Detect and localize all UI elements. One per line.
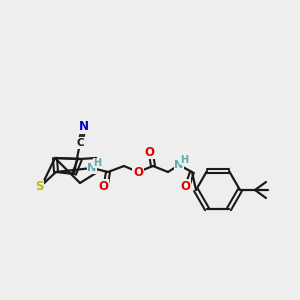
Text: H: H [180, 155, 188, 165]
Text: N: N [87, 163, 97, 173]
Text: C: C [76, 138, 84, 148]
Text: O: O [133, 166, 143, 178]
Text: O: O [144, 146, 154, 158]
Text: O: O [180, 179, 190, 193]
Text: N: N [174, 160, 184, 170]
Text: S: S [35, 181, 43, 194]
Text: O: O [98, 179, 108, 193]
Text: H: H [93, 158, 101, 168]
Text: N: N [79, 121, 89, 134]
